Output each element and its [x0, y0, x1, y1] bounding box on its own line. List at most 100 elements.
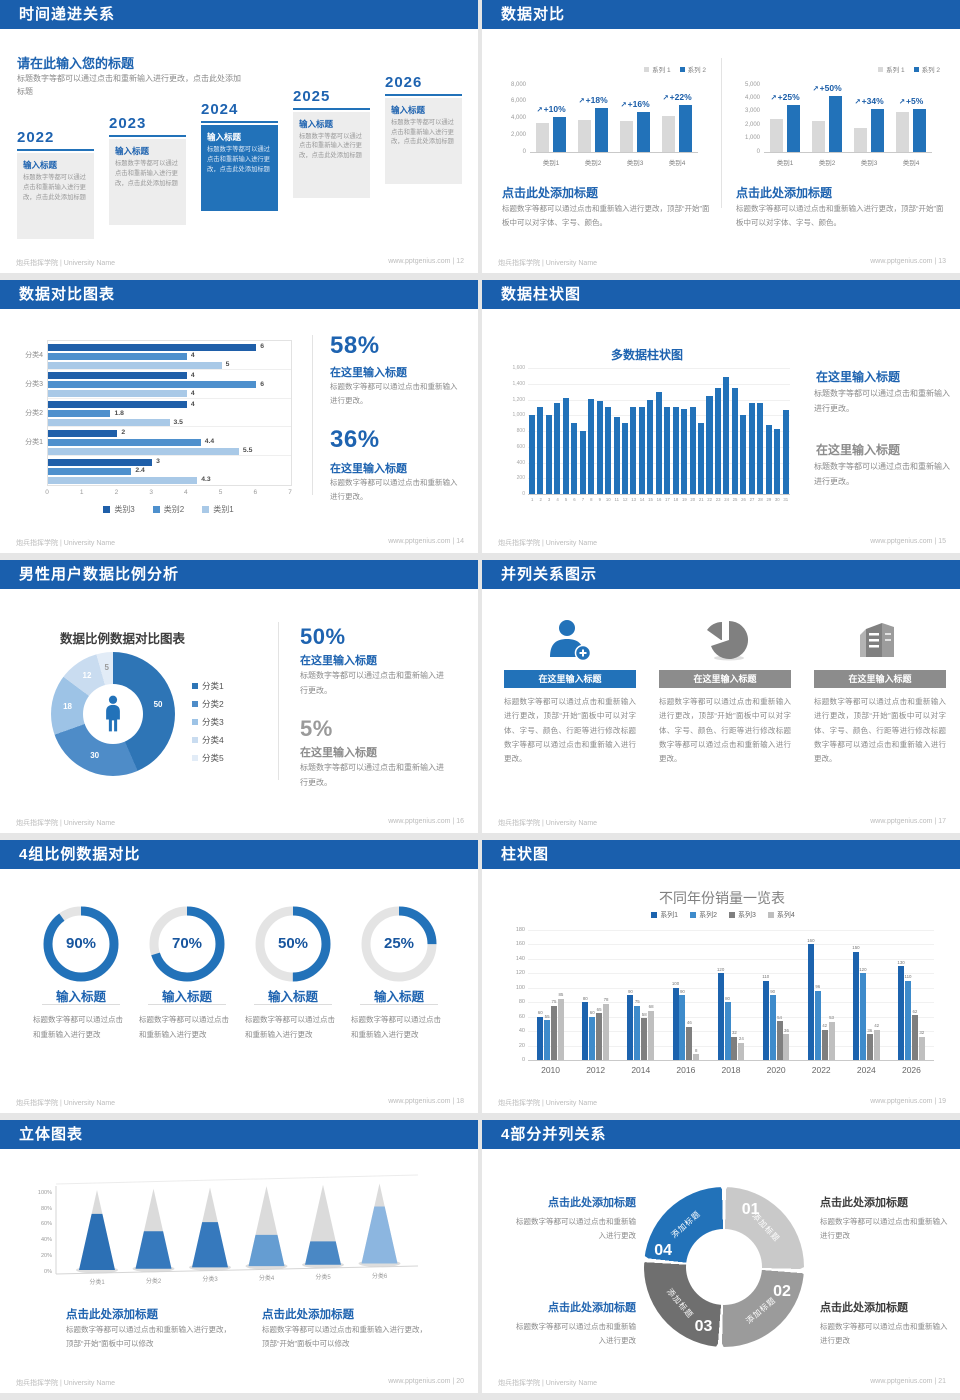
bar — [681, 408, 688, 494]
legend-label: 类别3 — [114, 505, 135, 514]
block-body: 标题数字等都可以通过点击和重新输入进行更改 — [516, 1217, 636, 1240]
stat-body-1: 标题数字等都可以通过点击和重新输入进行更改。 — [300, 671, 444, 695]
bar — [731, 1036, 738, 1060]
bar — [603, 1003, 610, 1060]
bar — [554, 403, 561, 494]
legend-label: 类别2 — [163, 505, 185, 514]
slide-15-column-chart[interactable]: 数据柱状图 多数据柱状图 1,600 1,400 1,200 1,000 800 600 4… — [482, 280, 960, 553]
chart-body-left: 标题数字等都可以通过点击和重新输入进行更改，顶部“开始”面板中可以对字体、字号、… — [502, 204, 710, 227]
ring-title: 输入标题 — [267, 990, 318, 1004]
y-tick-label: 600 — [516, 443, 525, 450]
legend-swatch-icon — [913, 66, 919, 72]
legend-item: 系列 1 — [644, 64, 671, 74]
bar-series1 — [536, 122, 549, 152]
x-category-label: 2020 — [766, 1065, 786, 1075]
ring-block-bottom-right: 点击此处添加标题 标题数字等都可以通过点击和重新输入进行更改 — [820, 1299, 954, 1347]
bar — [647, 400, 654, 494]
category-label: 分类4 — [25, 352, 43, 360]
legend-item: 分类2 — [192, 698, 224, 710]
segment-number: 02 — [773, 1282, 791, 1300]
bar — [814, 990, 821, 1060]
bar-value-label: 130 — [897, 959, 905, 965]
slide-21-four-part-ring[interactable]: 4部分并列关系 01 添加标题 02 添加标题 03 添加标题 04 添加标题 点击此处添加标… — [482, 1120, 960, 1393]
block-heading: 点击此处添加标题 — [548, 1302, 636, 1314]
bar — [852, 951, 859, 1060]
block-body: 标题数字等都可以通过点击和重新输入进行更改 — [820, 1217, 948, 1240]
x-tick-label: 4 — [184, 489, 188, 496]
legend-item: 系列2 — [690, 910, 717, 920]
group-separator — [48, 397, 291, 399]
footer-org: 炮兵指挥学院 | University Name — [16, 1380, 116, 1387]
ring-body: 标题数字等都可以通过点击和重新输入进行更改 — [139, 1015, 229, 1039]
bar — [588, 398, 595, 494]
bar-value-label: 90 — [770, 988, 776, 994]
h-bar — [48, 381, 257, 389]
legend-item: 系列 2 — [913, 64, 940, 74]
ring-title-rule — [148, 1004, 226, 1005]
footer-org: 炮兵指挥学院 | University Name — [498, 540, 598, 547]
slide-title: 数据对比 — [482, 0, 960, 29]
hbar-chart: 分类4 6 4 5 分类3 4 6 4 分类2 4 1.8 3.5 分类1 2 4.4 5.5 3 2.4 4.3 0… — [20, 326, 312, 526]
y-tick-label: 100% — [37, 1190, 52, 1196]
block-heading-2: 点击此处添加标题 — [262, 1309, 354, 1321]
side-heading-1: 在这里输入标题 — [816, 370, 901, 384]
column-icon-wrap — [659, 617, 791, 667]
legend-swatch-icon — [192, 683, 198, 689]
h-bar — [48, 410, 111, 418]
legend-item: 分类1 — [192, 680, 224, 692]
slide-17-parallel-relation[interactable]: 并列关系图示 在这里输入标题 标题数字等都可以通过点击和重新输入进行更改，顶部“开… — [482, 560, 960, 833]
timeline-rule — [293, 107, 370, 110]
slide-18-ratio-rings[interactable]: 4组比例数据对比 90% 输入标题 标题数字等都可以通过点击和重新输入进行更改 70%… — [0, 840, 478, 1113]
legend-label: 类别1 — [213, 505, 234, 514]
slide-14-hbar-chart[interactable]: 数据对比图表 分类4 6 4 5 分类3 4 6 4 分类2 4 1.8 3.5 分类1 2 4.4 5.5 3… — [0, 280, 478, 553]
legend-item: 系列3 — [729, 910, 756, 920]
timeline-card-title: 输入标题 — [207, 132, 242, 143]
pie-chart-icon — [697, 617, 753, 668]
progress-ring — [41, 904, 121, 984]
legend-swatch-icon — [202, 506, 210, 513]
slide-16-donut-analysis[interactable]: 男性用户数据比例分析 数据比例数据对比图表 50 30 18 12 5 分类1 分类2 分类3… — [0, 560, 478, 833]
progress-ring-svg — [361, 906, 437, 982]
footer-page: www.pptgenius.com | 19 — [870, 1098, 946, 1105]
bar-value-label: 78 — [603, 997, 609, 1003]
legend-swatch-icon — [152, 506, 160, 513]
stat-body-1: 标题数字等都可以通过点击和重新输入进行更改。 — [330, 382, 458, 405]
y-tick-label: 5,000 — [744, 81, 760, 88]
slide-13-data-comparison[interactable]: 数据对比 系列 1 系列 2 8,000 6,000 4,000 2,000 0 ↗+10% 类… — [482, 0, 960, 273]
footer-page: www.pptgenius.com | 12 — [388, 258, 464, 265]
slice-value-label: 50 — [153, 699, 163, 709]
timeline-year: 2025 — [293, 87, 331, 105]
slide-19-grouped-bars[interactable]: 柱状图 不同年份销量一览表 系列1 系列2 系列3 系列4 180 160 140 120 10… — [482, 840, 960, 1113]
slide-12-timeline[interactable]: 时间递进关系 请在此输入您的标题 标题数字等都可以通过点击和重新输入进行更改，点… — [0, 0, 478, 273]
ring-title: 输入标题 — [55, 990, 106, 1004]
bar — [582, 1002, 589, 1060]
bar — [634, 1005, 641, 1060]
h-bar — [48, 361, 222, 369]
bar — [714, 387, 721, 494]
column-banner: 在这里输入标题 — [659, 670, 791, 688]
ring-block-bottom-left: 点击此处添加标题 标题数字等都可以通过点击和重新输入进行更改 — [512, 1299, 636, 1347]
timeline-card: 输入标题 标题数字等都可以通过点击和重新输入进行更改，点击此处添加标题 — [385, 97, 462, 184]
legend-label: 系列 2 — [687, 67, 706, 74]
footer-page: www.pptgenius.com | 15 — [870, 538, 946, 545]
slide-title: 4部分并列关系 — [482, 1120, 960, 1149]
timeline-rule — [17, 149, 94, 151]
person-plus-icon — [542, 617, 598, 668]
bar-value-label: 53 — [829, 1015, 834, 1021]
block-heading: 点击此处添加标题 — [548, 1197, 636, 1209]
delta-value: +22% — [669, 92, 692, 103]
bar — [627, 995, 634, 1060]
slide-20-cone-chart[interactable]: 立体图表 100% 80% 60% 40% 20% 0% 分类1 分类2 分类3 分类4 分类5 分类… — [0, 1120, 478, 1393]
ring-body: 标题数字等都可以通过点击和重新输入进行更改 — [245, 1015, 335, 1039]
x-category-label: 2014 — [631, 1065, 651, 1075]
bar-series1 — [812, 121, 825, 152]
block-body-2: 标题数字等都可以通过点击和重新输入进行更改，顶部“开始”面板中可以修改 — [262, 1325, 427, 1348]
bar — [698, 423, 705, 494]
bar-series1 — [896, 111, 909, 152]
y-tick-label: 0 — [521, 1057, 525, 1063]
bar-value-label: 110 — [904, 974, 912, 980]
bar — [717, 973, 724, 1060]
legend-label: 系列 1 — [886, 67, 905, 74]
bar — [544, 1020, 551, 1060]
bar — [898, 966, 905, 1060]
